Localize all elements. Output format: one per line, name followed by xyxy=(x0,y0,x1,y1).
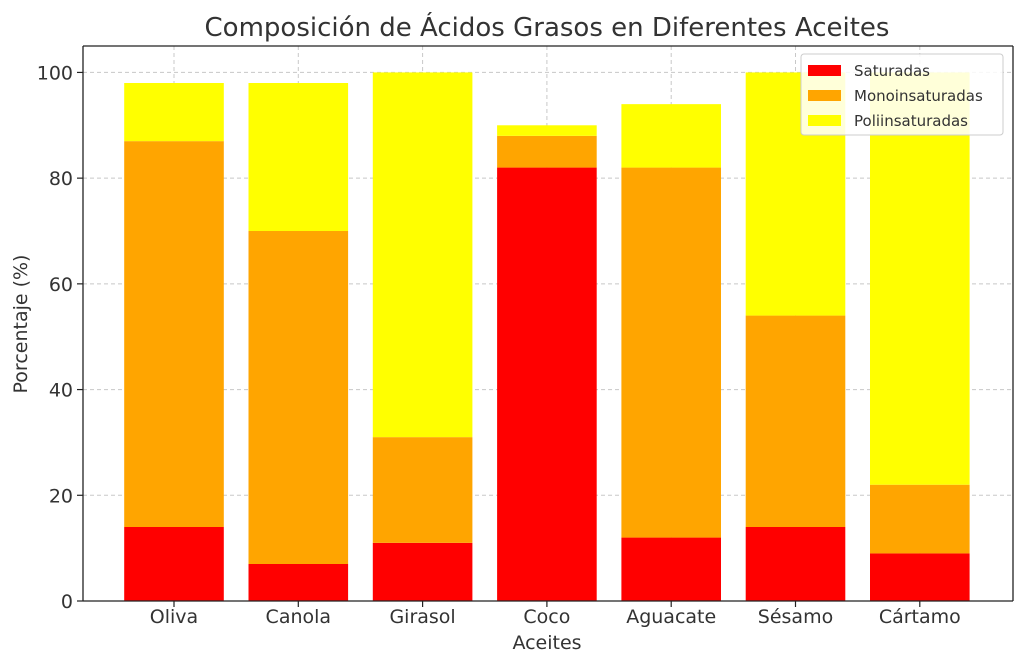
bar-monoinsaturadas-cártamo xyxy=(870,484,970,554)
x-tick-label: Sésamo xyxy=(758,606,833,628)
legend-swatch-saturadas xyxy=(808,65,841,76)
bar-monoinsaturadas-coco xyxy=(497,135,597,168)
legend: Saturadas Monoinsaturadas Poliinsaturadas xyxy=(800,53,1004,136)
bar-saturadas-cártamo xyxy=(870,553,970,601)
y-tick-labels: 0 20 40 60 80 100 xyxy=(37,62,83,613)
y-tick-label: 80 xyxy=(49,168,73,190)
legend-box xyxy=(800,53,1004,136)
y-tick-label: 40 xyxy=(49,380,73,402)
y-tick-label: 20 xyxy=(49,485,73,507)
legend-swatch-monoinsaturadas xyxy=(808,90,841,101)
y-tick-label: 100 xyxy=(37,62,73,84)
bar-saturadas-oliva xyxy=(124,527,224,601)
x-tick-label: Oliva xyxy=(150,606,198,628)
bar-monoinsaturadas-aguacate xyxy=(621,167,721,538)
bar-poliinsaturadas-cártamo xyxy=(870,72,970,485)
y-tick-label: 0 xyxy=(61,591,73,613)
bar-poliinsaturadas-aguacate xyxy=(621,104,721,168)
bar-saturadas-girasol xyxy=(372,542,473,601)
chart-title: Composición de Ácidos Grasos en Diferent… xyxy=(205,11,890,43)
bar-saturadas-coco xyxy=(497,167,597,602)
legend-label-saturadas: Saturadas xyxy=(854,62,930,80)
bar-poliinsaturadas-coco xyxy=(497,125,597,136)
x-tick-label: Canola xyxy=(266,606,332,628)
y-tick-label: 60 xyxy=(49,274,73,296)
y-axis-label: Porcentaje (%) xyxy=(10,255,32,394)
legend-swatch-poliinsaturadas xyxy=(808,115,841,126)
x-tick-label: Coco xyxy=(523,606,570,628)
bar-monoinsaturadas-sésamo xyxy=(745,315,846,527)
bar-monoinsaturadas-oliva xyxy=(124,141,224,527)
bar-poliinsaturadas-girasol xyxy=(372,72,473,438)
bar-poliinsaturadas-canola xyxy=(248,83,349,231)
bar-saturadas-sésamo xyxy=(745,527,846,601)
x-tick-label: Cártamo xyxy=(879,606,961,628)
bar-monoinsaturadas-canola xyxy=(248,231,349,564)
bars xyxy=(124,72,970,602)
bar-saturadas-aguacate xyxy=(621,537,721,601)
x-tick-label: Girasol xyxy=(389,606,455,628)
legend-label-poliinsaturadas: Poliinsaturadas xyxy=(854,112,968,130)
legend-label-monoinsaturadas: Monoinsaturadas xyxy=(854,87,983,105)
axes xyxy=(82,45,1014,602)
bar-monoinsaturadas-girasol xyxy=(372,437,473,543)
bar-poliinsaturadas-oliva xyxy=(124,83,224,142)
x-tick-labels: Oliva Canola Girasol Coco Aguacate Sésamo Cárt… xyxy=(150,601,961,628)
x-tick-label: Aguacate xyxy=(626,606,716,628)
x-axis-label: Aceites xyxy=(512,632,581,654)
bar-saturadas-canola xyxy=(248,564,349,601)
